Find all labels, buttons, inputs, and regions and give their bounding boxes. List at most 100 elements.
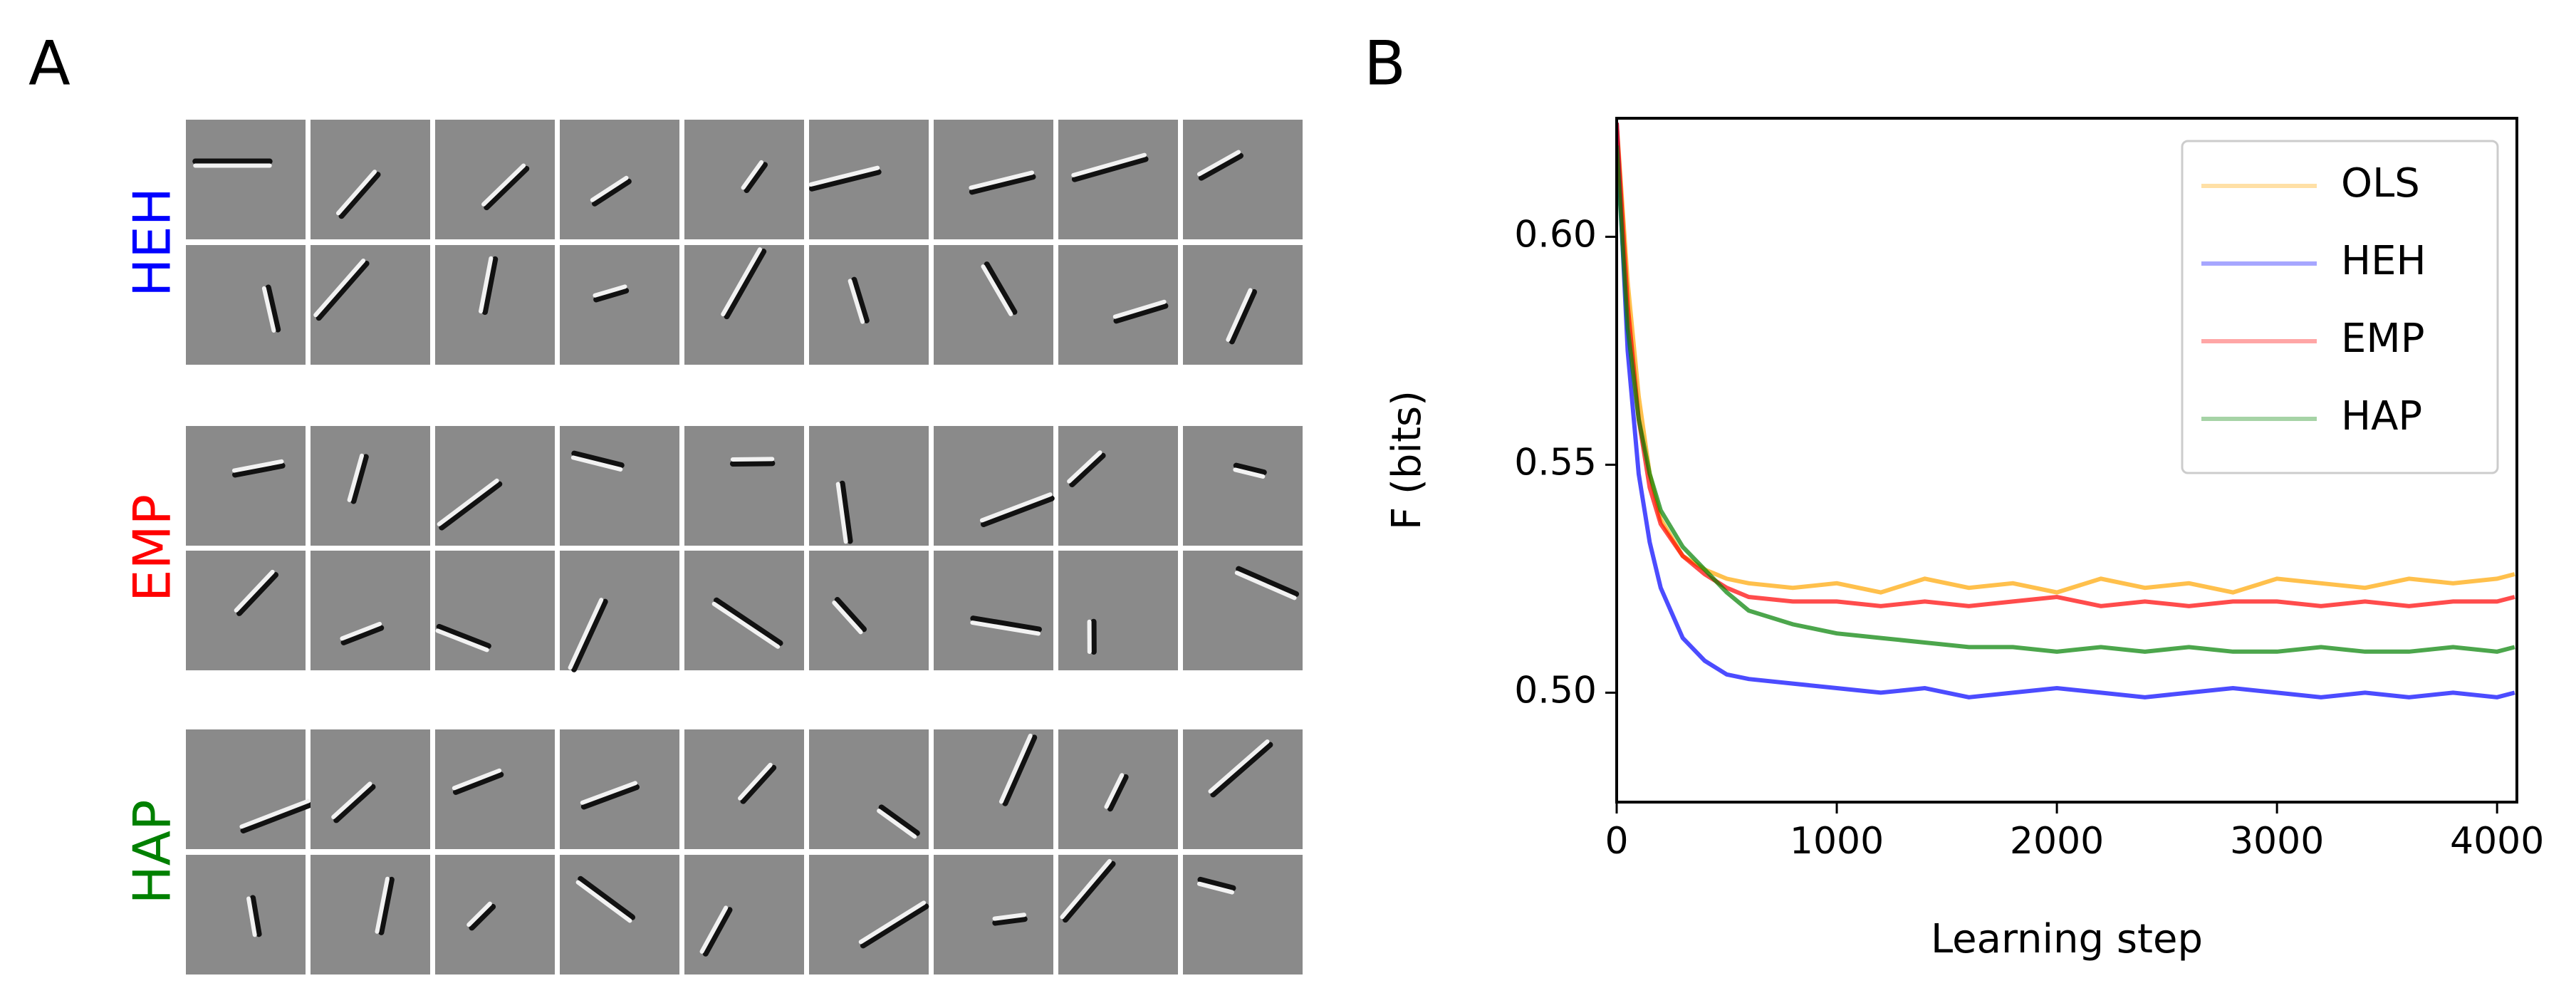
filter-stroke — [834, 597, 867, 633]
filter-stroke — [469, 903, 496, 931]
filter-stroke — [744, 162, 768, 193]
filter-stroke — [481, 256, 499, 316]
filter-tile — [809, 426, 929, 546]
filter-stroke — [350, 454, 369, 504]
filter-stroke — [578, 875, 636, 920]
filter-stroke — [335, 170, 377, 216]
filter-tile — [186, 120, 306, 239]
filter-stroke — [246, 896, 257, 937]
filter-stroke — [1107, 774, 1129, 812]
filter-stroke — [702, 907, 733, 957]
filter-tile — [435, 120, 555, 239]
y-tick-label: 0.55 — [1514, 441, 1597, 484]
legend-label: HAP — [2341, 393, 2422, 440]
filter-stroke — [453, 771, 504, 795]
filter-tile — [934, 729, 1053, 849]
filter-stroke — [1196, 881, 1235, 895]
filter-stroke — [239, 799, 311, 829]
filter-stroke — [580, 781, 637, 805]
filter-stroke — [439, 481, 503, 531]
x-tick-label: 4000 — [2450, 820, 2544, 863]
filter-stroke — [713, 597, 783, 646]
filter-stroke — [1196, 150, 1241, 177]
filter-stroke — [590, 175, 629, 202]
filter-stroke — [452, 768, 502, 791]
x-tick-label: 0 — [1605, 820, 1628, 863]
filter-stroke — [1234, 571, 1297, 601]
filter-stroke — [1002, 734, 1038, 806]
filter-tile — [186, 245, 306, 365]
filter-stroke — [313, 258, 366, 318]
filter-tile — [1058, 551, 1178, 670]
filter-stroke — [571, 598, 608, 672]
filter-stroke — [575, 880, 632, 923]
filter-stroke — [234, 569, 275, 613]
x-tick-label: 2000 — [2010, 820, 2104, 863]
filter-tile — [186, 855, 306, 974]
legend-box — [2181, 140, 2499, 474]
filter-stroke — [232, 462, 286, 478]
filter-tile — [1058, 426, 1178, 546]
filter-stroke — [970, 620, 1041, 636]
filter-tile — [560, 120, 679, 239]
row-label: EMP — [122, 494, 182, 602]
filter-stroke — [835, 482, 848, 544]
filter-tile — [684, 120, 804, 239]
filter-stroke — [969, 174, 1036, 195]
filter-stroke — [984, 261, 1018, 315]
filter-stroke — [1062, 861, 1116, 923]
filter-stroke — [347, 453, 365, 502]
filter-tile — [809, 245, 929, 365]
filter-stroke — [378, 876, 395, 935]
filter-stroke — [808, 165, 880, 187]
filter-tile — [934, 855, 1053, 974]
filter-tile — [684, 729, 804, 849]
filter-stroke — [981, 264, 1013, 316]
filter-stroke — [1233, 462, 1267, 476]
filter-tile — [1183, 729, 1303, 849]
filter-stroke — [724, 249, 767, 320]
filter-tile — [934, 551, 1053, 670]
row-label: HAP — [122, 800, 182, 905]
filter-stroke — [340, 621, 382, 641]
filter-tile — [1058, 855, 1178, 974]
filter-stroke — [1208, 739, 1270, 794]
filter-stroke — [568, 598, 604, 670]
row-label: HEH — [122, 187, 182, 297]
filter-stroke — [1197, 876, 1236, 891]
filter-stroke — [992, 913, 1026, 921]
filter-stroke — [970, 615, 1042, 633]
filter-stroke — [375, 876, 390, 934]
filter-stroke — [236, 571, 279, 616]
filter-stroke — [580, 784, 640, 810]
filter-stroke — [1198, 152, 1244, 181]
filter-stroke — [333, 784, 376, 823]
filter-stroke — [992, 916, 1028, 926]
filter-stroke — [340, 625, 385, 645]
x-tick-label: 3000 — [2230, 820, 2324, 863]
filter-stroke — [832, 601, 863, 635]
filter-stroke — [848, 279, 865, 324]
filter-stroke — [1071, 156, 1149, 182]
filter-tile — [560, 426, 679, 546]
filter-stroke — [738, 762, 773, 801]
filter-stroke — [851, 276, 870, 323]
filter-stroke — [479, 256, 494, 313]
filter-tile — [684, 245, 804, 365]
filter-stroke — [436, 623, 491, 649]
y-tick-label: 0.60 — [1514, 213, 1597, 256]
filter-tile — [311, 855, 430, 974]
filter-stroke — [592, 178, 632, 207]
filter-stroke — [1104, 773, 1125, 809]
filter-tile — [435, 855, 555, 974]
filter-stroke — [1060, 858, 1112, 920]
filter-stroke — [338, 172, 381, 219]
filter-stroke — [250, 895, 262, 937]
filter-stroke — [1071, 152, 1147, 177]
y-tick-label: 0.50 — [1514, 669, 1597, 712]
filter-stroke — [1113, 303, 1169, 324]
filter-stroke — [1210, 742, 1273, 798]
filter-tile — [934, 245, 1053, 365]
filter-stroke — [1226, 288, 1253, 342]
x-axis-label: Learning step — [1931, 916, 2203, 962]
